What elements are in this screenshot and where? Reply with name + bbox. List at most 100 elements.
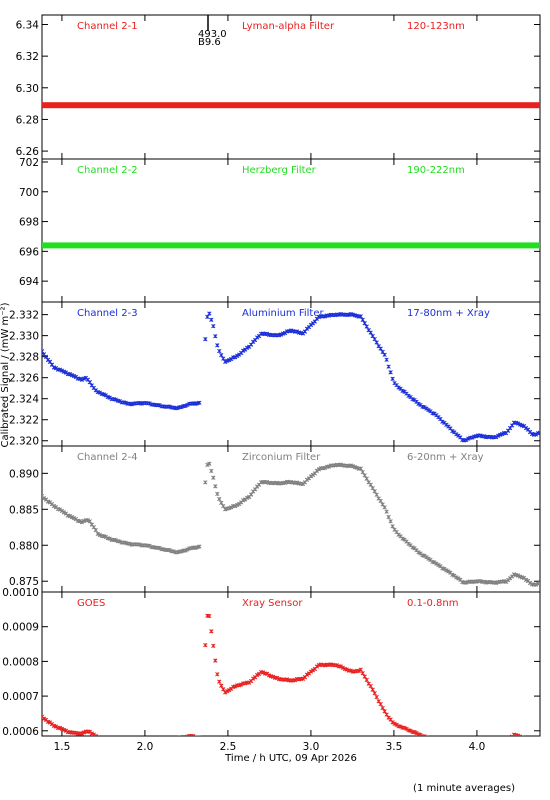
data-point xyxy=(274,675,280,681)
data-point xyxy=(358,466,363,471)
data-point xyxy=(148,737,152,741)
data-point xyxy=(205,462,210,468)
data-point xyxy=(532,742,536,746)
filter-label: Aluminium Filter xyxy=(242,308,325,319)
data-point xyxy=(380,349,385,355)
data-point xyxy=(368,683,373,689)
data-point xyxy=(463,746,467,750)
data-point xyxy=(370,486,375,491)
data-point xyxy=(508,737,512,741)
data-point xyxy=(110,738,114,742)
data-point xyxy=(340,665,345,670)
data-point xyxy=(500,741,504,745)
data-point xyxy=(93,733,98,736)
data-point xyxy=(360,317,365,322)
data-point xyxy=(382,352,387,357)
data-point xyxy=(451,745,455,749)
data-point xyxy=(526,739,530,743)
data-point xyxy=(445,743,449,747)
data-point xyxy=(431,739,435,743)
data-point xyxy=(221,503,226,509)
data-point xyxy=(450,428,455,434)
y-tick-label: 694 xyxy=(19,276,39,288)
data-point xyxy=(42,349,45,354)
y-tick-label: 702 xyxy=(19,157,39,169)
data-point xyxy=(108,737,112,741)
data-point xyxy=(459,746,463,750)
x-tick-label: 3.5 xyxy=(386,741,403,753)
data-point xyxy=(302,329,308,334)
y-tick-label: 0.885 xyxy=(9,504,39,516)
data-point xyxy=(441,742,445,746)
data-point xyxy=(106,738,110,742)
data-point xyxy=(213,484,218,489)
data-point xyxy=(455,745,459,749)
data-point xyxy=(130,738,134,742)
data-point xyxy=(378,498,383,504)
data-point xyxy=(132,737,136,741)
panel-p3: 2.320 2.322 2.324 2.326 2.328 2.330 2.332 Chann… xyxy=(9,301,541,448)
data-point xyxy=(203,337,208,342)
y-tick-label: 6.26 xyxy=(16,146,40,158)
panel-frame xyxy=(41,445,541,593)
data-point xyxy=(43,354,49,359)
data-point xyxy=(117,398,122,404)
data-point xyxy=(126,738,130,742)
data-point xyxy=(390,524,395,529)
data-point xyxy=(388,519,393,524)
data-point xyxy=(358,314,363,319)
series-p2 xyxy=(42,242,540,249)
data-point xyxy=(211,475,216,480)
y-tick-label: 2.320 xyxy=(9,436,39,448)
data-point xyxy=(51,503,57,509)
data-point xyxy=(440,419,445,424)
data-point xyxy=(498,741,502,745)
data-point xyxy=(167,547,172,553)
data-point xyxy=(372,336,377,342)
y-tick-label: 2.326 xyxy=(9,373,39,385)
data-point xyxy=(203,643,208,648)
data-point xyxy=(386,364,391,369)
data-point xyxy=(142,737,146,741)
x-tick-label: 4.0 xyxy=(469,741,486,753)
data-point xyxy=(515,733,521,736)
x-tick-label: 2.0 xyxy=(137,741,154,753)
data-point xyxy=(374,340,379,345)
data-point xyxy=(372,691,377,696)
data-point xyxy=(114,737,118,741)
data-point xyxy=(374,694,379,700)
x-axis-title: Time / h UTC, 09 Apr 2026 xyxy=(224,753,357,764)
data-point xyxy=(486,743,490,747)
y-tick-label: 0.880 xyxy=(9,540,39,552)
data-point xyxy=(370,333,375,339)
y-tick-label: 2.330 xyxy=(9,331,39,343)
data-point xyxy=(523,577,529,582)
data-point xyxy=(120,738,124,742)
data-point xyxy=(235,353,240,358)
data-point xyxy=(205,314,210,320)
data-point xyxy=(384,509,389,514)
band-label: 17-80nm + Xray xyxy=(407,308,490,319)
marker-value-1: 493.0 xyxy=(198,29,227,40)
panel-p1: 6.26 6.28 6.30 6.32 6.34 Channel 2-1 Lyman-alp… xyxy=(16,14,541,160)
data-point xyxy=(390,376,395,381)
data-point xyxy=(107,536,112,541)
data-point xyxy=(215,672,220,677)
data-point xyxy=(122,738,126,742)
y-tick-label: 6.30 xyxy=(16,83,39,95)
footnote: (1 minute averages) xyxy=(413,783,515,794)
data-point xyxy=(449,744,453,748)
data-point xyxy=(416,550,421,555)
data-point xyxy=(138,737,142,741)
band-label: 190-222nm xyxy=(407,165,465,176)
data-point xyxy=(533,432,539,437)
data-point xyxy=(118,738,122,742)
data-point xyxy=(433,739,437,743)
panel-p5: 0.0006 0.0007 0.0008 0.0009 0.0010 GOES Xray S… xyxy=(2,587,541,750)
data-point xyxy=(374,492,379,497)
filter-label: Xray Sensor xyxy=(242,598,303,609)
panel-frame xyxy=(41,158,541,303)
data-point xyxy=(464,746,468,750)
data-point xyxy=(157,403,162,408)
data-point xyxy=(439,741,443,745)
